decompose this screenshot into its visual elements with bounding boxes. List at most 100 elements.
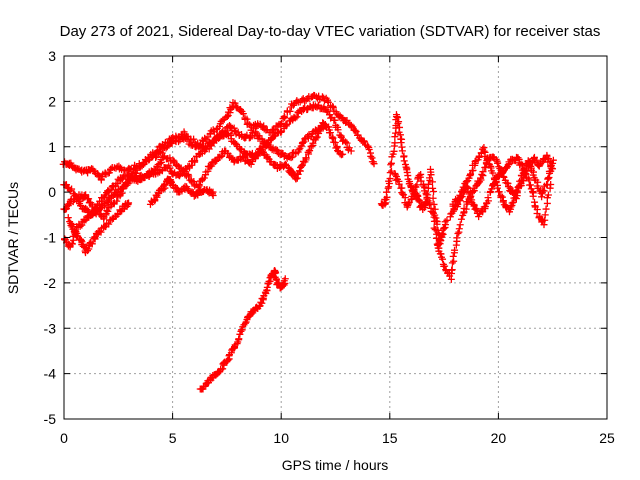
data-point xyxy=(430,188,438,196)
data-point xyxy=(364,142,372,150)
data-point xyxy=(461,180,469,188)
data-point xyxy=(89,209,97,217)
data-point xyxy=(499,168,507,176)
data-point xyxy=(529,192,537,200)
data-point xyxy=(391,139,399,147)
data-point xyxy=(185,172,193,180)
data-point xyxy=(68,185,76,193)
data-point xyxy=(464,184,472,192)
series-trace-8 xyxy=(285,119,347,183)
data-point xyxy=(293,97,301,105)
data-point xyxy=(287,154,295,162)
data-point xyxy=(426,174,434,182)
data-point xyxy=(286,107,294,115)
data-point xyxy=(315,129,323,137)
data-point xyxy=(241,319,249,327)
y-tick-label: -1 xyxy=(44,230,57,246)
y-tick-label: -5 xyxy=(44,411,57,427)
data-point xyxy=(541,211,549,219)
data-point xyxy=(68,240,76,248)
data-point xyxy=(538,193,546,201)
data-point xyxy=(159,153,167,161)
data-point xyxy=(466,172,474,180)
data-point xyxy=(544,191,552,199)
data-point xyxy=(163,139,171,147)
series-trace-13 xyxy=(449,153,555,229)
data-point xyxy=(395,180,403,188)
data-point xyxy=(209,192,217,200)
data-point xyxy=(156,160,164,168)
data-point xyxy=(272,145,280,153)
data-point xyxy=(281,114,289,122)
data-point xyxy=(512,188,520,196)
data-point xyxy=(85,195,93,203)
y-tick-label: -4 xyxy=(44,366,57,382)
data-point xyxy=(116,208,124,216)
data-point xyxy=(513,187,521,195)
data-point xyxy=(239,110,247,118)
data-point xyxy=(456,191,464,199)
data-point xyxy=(221,127,229,135)
y-tick-label: -3 xyxy=(44,320,57,336)
data-point xyxy=(133,166,141,174)
data-point xyxy=(448,266,456,274)
data-point xyxy=(524,157,532,165)
data-point xyxy=(404,200,412,208)
data-point xyxy=(430,217,438,225)
y-tick-label: 3 xyxy=(48,48,56,64)
series-trace-9 xyxy=(377,111,444,243)
data-point xyxy=(398,147,406,155)
data-point xyxy=(306,147,314,155)
data-point xyxy=(507,203,515,211)
data-point xyxy=(231,99,239,107)
data-point xyxy=(498,193,506,201)
data-point xyxy=(542,205,550,213)
x-tick-label: 0 xyxy=(60,430,68,446)
data-point xyxy=(88,240,96,248)
data-point xyxy=(343,116,351,124)
x-tick-label: 15 xyxy=(382,430,398,446)
data-point xyxy=(517,160,525,168)
data-point xyxy=(544,174,552,182)
data-point xyxy=(449,252,457,260)
data-point xyxy=(451,246,459,254)
data-point xyxy=(484,194,492,202)
data-point xyxy=(416,173,424,181)
data-point xyxy=(429,208,437,216)
data-point xyxy=(429,184,437,192)
data-point xyxy=(479,168,487,176)
data-point xyxy=(430,224,438,232)
data-point xyxy=(439,255,447,263)
data-point xyxy=(472,205,480,213)
data-point xyxy=(500,173,508,181)
data-point xyxy=(423,193,431,201)
y-tick-label: 1 xyxy=(48,139,56,155)
data-point xyxy=(347,122,355,130)
data-point xyxy=(457,215,465,223)
data-point xyxy=(387,161,395,169)
data-point xyxy=(235,335,243,343)
y-tick-label: 2 xyxy=(48,93,56,109)
data-point xyxy=(231,127,239,135)
y-tick-labels: -5 -4 -3 -2 -1 0 1 2 3 xyxy=(44,48,57,427)
data-point xyxy=(387,159,395,167)
data-point xyxy=(485,161,493,169)
data-point xyxy=(370,160,378,168)
data-point xyxy=(113,197,121,205)
data-point xyxy=(441,262,449,270)
data-point xyxy=(326,129,334,137)
chart-title: Day 273 of 2021, Sidereal Day-to-day VTE… xyxy=(60,23,601,40)
data-point xyxy=(443,216,451,224)
data-point xyxy=(367,152,375,160)
data-point xyxy=(297,162,305,170)
data-point xyxy=(244,119,252,127)
data-point xyxy=(400,157,408,165)
data-point xyxy=(64,214,72,222)
data-point xyxy=(360,138,368,146)
data-point xyxy=(316,125,324,133)
x-tick-label: 10 xyxy=(273,430,289,446)
data-point xyxy=(120,183,128,191)
data-point xyxy=(428,178,436,186)
data-point xyxy=(263,283,271,291)
